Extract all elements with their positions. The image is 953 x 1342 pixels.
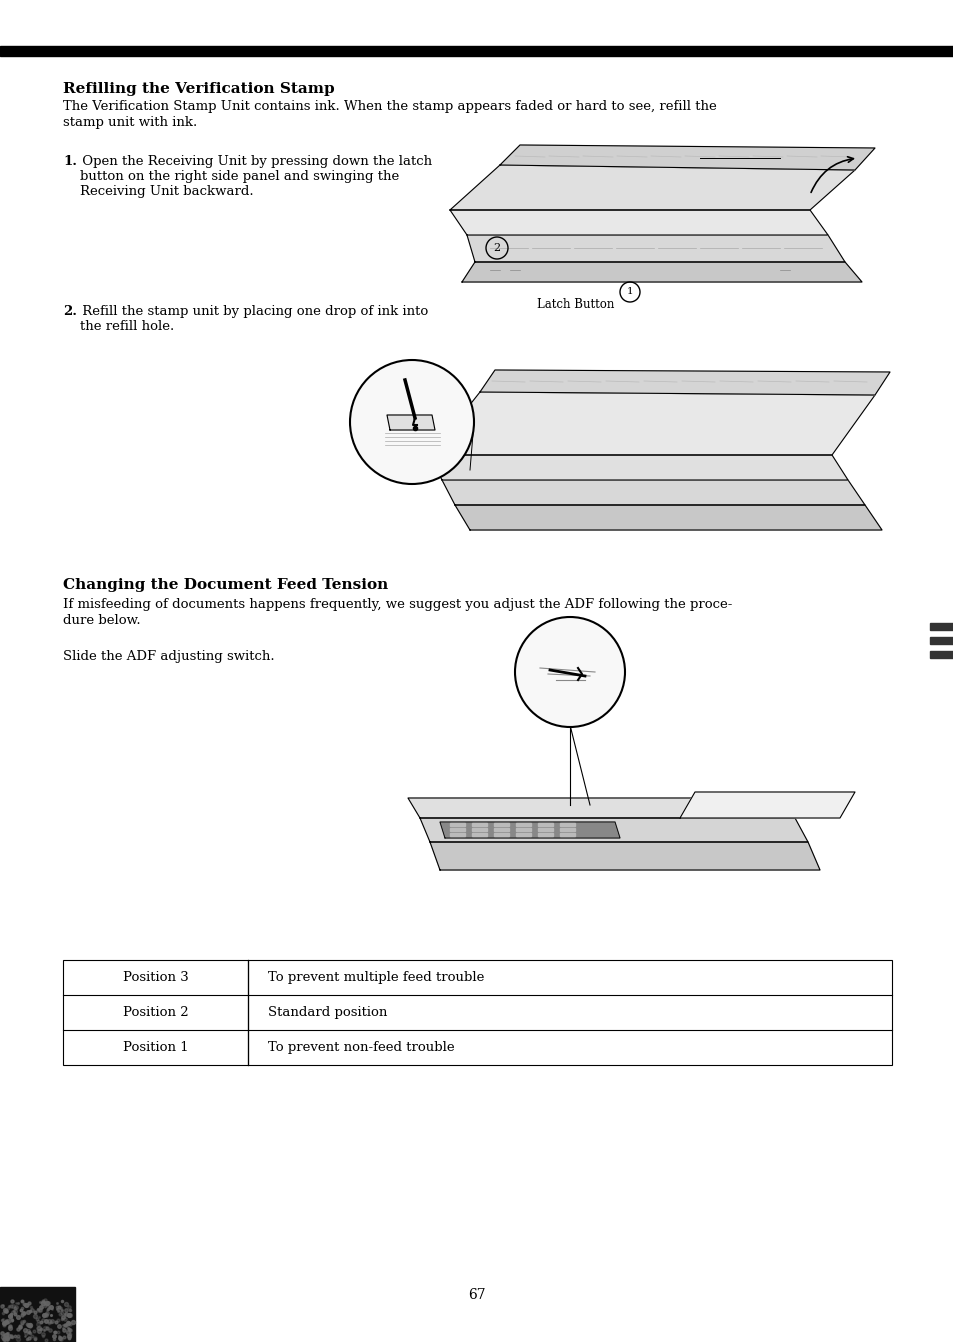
Bar bbox=[450, 833, 464, 836]
Bar bbox=[0, 46, 953, 56]
Polygon shape bbox=[419, 819, 807, 841]
Polygon shape bbox=[430, 841, 820, 870]
Text: 2.: 2. bbox=[63, 305, 77, 318]
Polygon shape bbox=[441, 480, 864, 505]
Polygon shape bbox=[450, 209, 827, 235]
Bar bbox=[537, 828, 553, 831]
Bar bbox=[472, 823, 486, 825]
Bar bbox=[516, 823, 531, 825]
Text: 1: 1 bbox=[626, 287, 633, 297]
Polygon shape bbox=[408, 798, 794, 819]
Bar bbox=[559, 833, 575, 836]
Bar bbox=[494, 828, 509, 831]
Text: the refill hole.: the refill hole. bbox=[63, 319, 174, 333]
Polygon shape bbox=[450, 165, 854, 209]
Text: If misfeeding of documents happens frequently, we suggest you adjust the ADF fol: If misfeeding of documents happens frequ… bbox=[63, 599, 732, 611]
Text: button on the right side panel and swinging the: button on the right side panel and swing… bbox=[63, 170, 399, 183]
Text: To prevent multiple feed trouble: To prevent multiple feed trouble bbox=[268, 972, 484, 984]
Bar bbox=[537, 833, 553, 836]
Text: Changing the Document Feed Tension: Changing the Document Feed Tension bbox=[63, 578, 388, 592]
Bar bbox=[929, 623, 953, 629]
Bar bbox=[537, 823, 553, 825]
Bar bbox=[929, 651, 953, 658]
Polygon shape bbox=[679, 792, 854, 819]
Bar bbox=[929, 637, 953, 644]
Text: Refill the stamp unit by placing one drop of ink into: Refill the stamp unit by placing one dro… bbox=[78, 305, 428, 318]
Bar bbox=[559, 828, 575, 831]
Text: Refilling the Verification Stamp: Refilling the Verification Stamp bbox=[63, 82, 335, 97]
Text: Open the Receiving Unit by pressing down the latch: Open the Receiving Unit by pressing down… bbox=[78, 154, 432, 168]
Bar bbox=[559, 823, 575, 825]
Circle shape bbox=[515, 617, 624, 727]
Text: Position 3: Position 3 bbox=[123, 972, 188, 984]
Text: Position 2: Position 2 bbox=[123, 1006, 188, 1019]
Polygon shape bbox=[387, 415, 435, 429]
Text: 67: 67 bbox=[468, 1288, 485, 1302]
Bar bbox=[494, 833, 509, 836]
Bar bbox=[0, 1287, 75, 1342]
Text: The Verification Stamp Unit contains ink. When the stamp appears faded or hard t: The Verification Stamp Unit contains ink… bbox=[63, 101, 716, 113]
Text: Standard position: Standard position bbox=[268, 1006, 387, 1019]
Bar bbox=[63, 960, 891, 1066]
Polygon shape bbox=[439, 823, 619, 837]
Bar bbox=[472, 828, 486, 831]
Polygon shape bbox=[430, 455, 847, 480]
Polygon shape bbox=[455, 505, 882, 530]
Circle shape bbox=[350, 360, 474, 484]
Bar bbox=[472, 833, 486, 836]
Polygon shape bbox=[461, 262, 862, 282]
Text: Slide the ADF adjusting switch.: Slide the ADF adjusting switch. bbox=[63, 650, 274, 663]
Bar bbox=[516, 833, 531, 836]
Polygon shape bbox=[479, 370, 889, 395]
Bar bbox=[494, 823, 509, 825]
Bar bbox=[450, 828, 464, 831]
Text: Latch Button: Latch Button bbox=[537, 298, 614, 311]
Polygon shape bbox=[499, 145, 874, 170]
Text: Receiving Unit backward.: Receiving Unit backward. bbox=[63, 185, 253, 199]
Polygon shape bbox=[467, 235, 844, 262]
Bar bbox=[450, 823, 464, 825]
Text: 1.: 1. bbox=[63, 154, 77, 168]
Text: stamp unit with ink.: stamp unit with ink. bbox=[63, 115, 197, 129]
Bar bbox=[516, 828, 531, 831]
Text: Position 1: Position 1 bbox=[123, 1041, 188, 1053]
Polygon shape bbox=[430, 392, 874, 455]
Text: Receiving Unit: Receiving Unit bbox=[639, 148, 727, 161]
Text: To prevent non-feed trouble: To prevent non-feed trouble bbox=[268, 1041, 455, 1053]
Text: dure below.: dure below. bbox=[63, 615, 140, 627]
Text: 2: 2 bbox=[493, 243, 500, 254]
